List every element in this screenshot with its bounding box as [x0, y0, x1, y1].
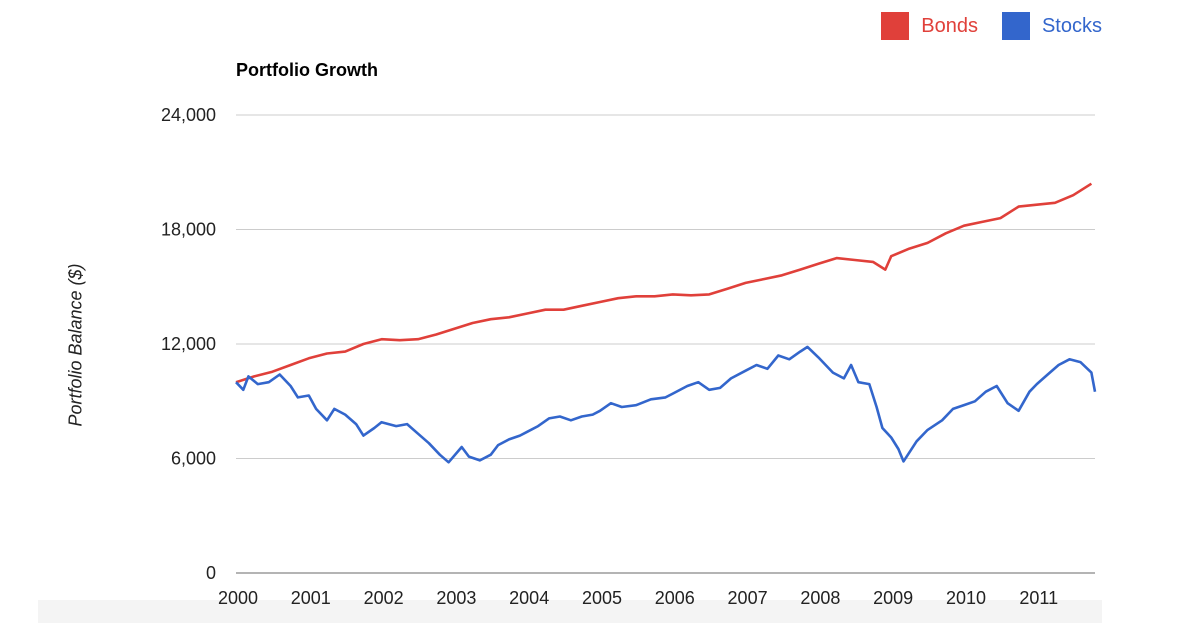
series-lines: [235, 182, 1097, 464]
legend-swatch-stocks: [1001, 12, 1030, 40]
legend: Bonds Stocks: [881, 12, 1102, 40]
y-tick-label: 0: [206, 563, 216, 583]
x-tick-label: 2002: [364, 588, 404, 608]
x-tick-label: 2001: [291, 588, 331, 608]
y-tick-label: 12,000: [161, 334, 216, 354]
x-tick-label: 2010: [946, 588, 986, 608]
legend-label-stocks: Stocks: [1041, 14, 1102, 37]
x-tick-label: 2008: [800, 588, 840, 608]
y-tick-label: 24,000: [161, 105, 216, 125]
series-line-stocks: [235, 345, 1097, 464]
legend-swatch-bonds: [881, 12, 910, 40]
x-tick-label: 2011: [1019, 588, 1058, 608]
bottom-band: [38, 600, 1102, 623]
legend-item-stocks[interactable]: Stocks: [1001, 12, 1102, 40]
x-tick-label: 2003: [436, 588, 476, 608]
x-tick-label: 2004: [509, 588, 549, 608]
x-tick-label: 2006: [655, 588, 695, 608]
legend-item-bonds[interactable]: Bonds: [881, 12, 978, 40]
y-tick-label: 18,000: [161, 220, 216, 240]
chart-title: Portfolio Growth: [236, 60, 378, 80]
legend-label-bonds: Bonds: [921, 14, 978, 37]
x-tick-label: 2009: [873, 588, 913, 608]
series-line-bonds: [235, 182, 1093, 384]
x-axis-ticks: 2000 2001 2002 2003 2004 2005 2006 2007 2008 2009…: [218, 588, 1058, 608]
x-tick-label: 2007: [728, 588, 768, 608]
y-axis-ticks: 0 6,000 12,000 18,000 24,000: [161, 105, 216, 583]
y-tick-label: 6,000: [171, 449, 216, 469]
x-tick-label: 2005: [582, 588, 622, 608]
x-tick-label: 2000: [218, 588, 258, 608]
